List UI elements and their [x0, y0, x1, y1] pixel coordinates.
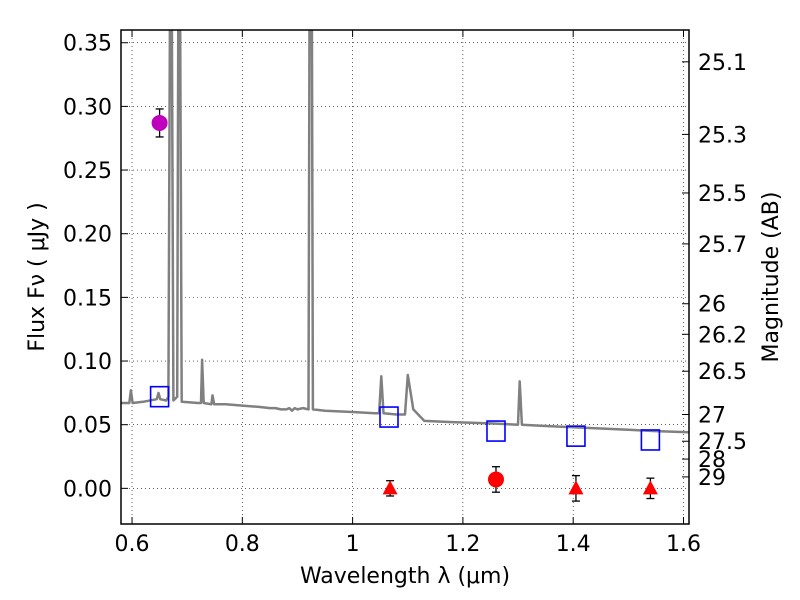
ticks: 0.6 0.8 1 1.2 1.4 1.6 0.00 0.05 0.10 0.15 0.20 0.25… [63, 30, 747, 557]
model-square-marker [149, 385, 170, 408]
y-tick-label: 0.00 [63, 477, 112, 502]
x-tick-label: 1.4 [556, 532, 591, 557]
right-tick-label: 26.5 [698, 360, 747, 385]
right-tick-label: 25.3 [698, 123, 747, 148]
right-tick-label: 29 [698, 466, 726, 491]
markers [149, 108, 661, 502]
photometry-circle-marker [487, 471, 504, 488]
spectrum-line [121, 30, 689, 434]
upper-limit-triangle-marker [642, 480, 658, 495]
y-tick-label: 0.15 [63, 286, 112, 311]
x-tick-label: 0.8 [225, 532, 260, 557]
photometry-circle-marker [151, 114, 168, 131]
model-square-marker [566, 425, 586, 447]
y-tick-label: 0.20 [63, 223, 112, 248]
right-tick-label: 25.5 [698, 182, 747, 207]
right-tick-label: 27.5 [698, 430, 747, 455]
right-axis-label: Magnitude (AB) [759, 192, 784, 363]
right-tick-label: 28 [698, 448, 726, 473]
y-tick-label: 0.35 [63, 32, 112, 57]
right-tick-label: 27 [698, 404, 726, 429]
y-tick-label: 0.25 [63, 159, 112, 184]
plot-area [121, 30, 689, 434]
y-tick-label: 0.10 [63, 350, 112, 375]
x-tick-label: 1 [346, 532, 360, 557]
model-square-marker [379, 406, 399, 428]
x-axis-label: Wavelength λ (μm) [300, 564, 510, 589]
x-tick-label: 1.6 [666, 532, 701, 557]
right-tick-label: 26.2 [698, 323, 747, 348]
plot-frame [120, 29, 690, 525]
y-tick-label: 0.30 [63, 95, 112, 120]
model-square-marker [640, 429, 661, 451]
x-tick-label: 1.2 [445, 532, 480, 557]
right-tick-label: 26 [698, 293, 726, 318]
y-tick-label: 0.05 [63, 414, 112, 439]
right-tick-label: 25.7 [698, 233, 747, 258]
grid [121, 30, 689, 524]
model-square-marker [486, 420, 506, 442]
right-tick-label: 25.1 [698, 51, 747, 76]
upper-limit-triangle-marker [568, 480, 584, 495]
upper-limit-triangle-marker [382, 480, 398, 495]
y-axis-label: Flux Fν ( μJy ) [25, 202, 50, 351]
x-tick-label: 0.6 [115, 532, 150, 557]
